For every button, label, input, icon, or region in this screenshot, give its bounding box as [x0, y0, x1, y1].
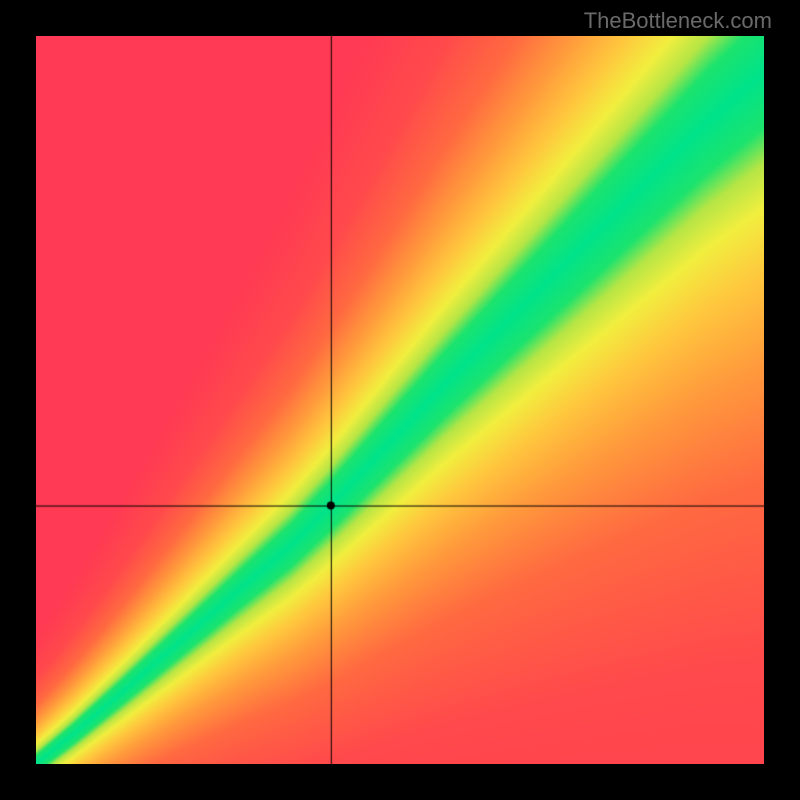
heatmap-canvas [36, 36, 764, 764]
watermark-text: TheBottleneck.com [584, 8, 772, 34]
heatmap-chart [36, 36, 764, 764]
